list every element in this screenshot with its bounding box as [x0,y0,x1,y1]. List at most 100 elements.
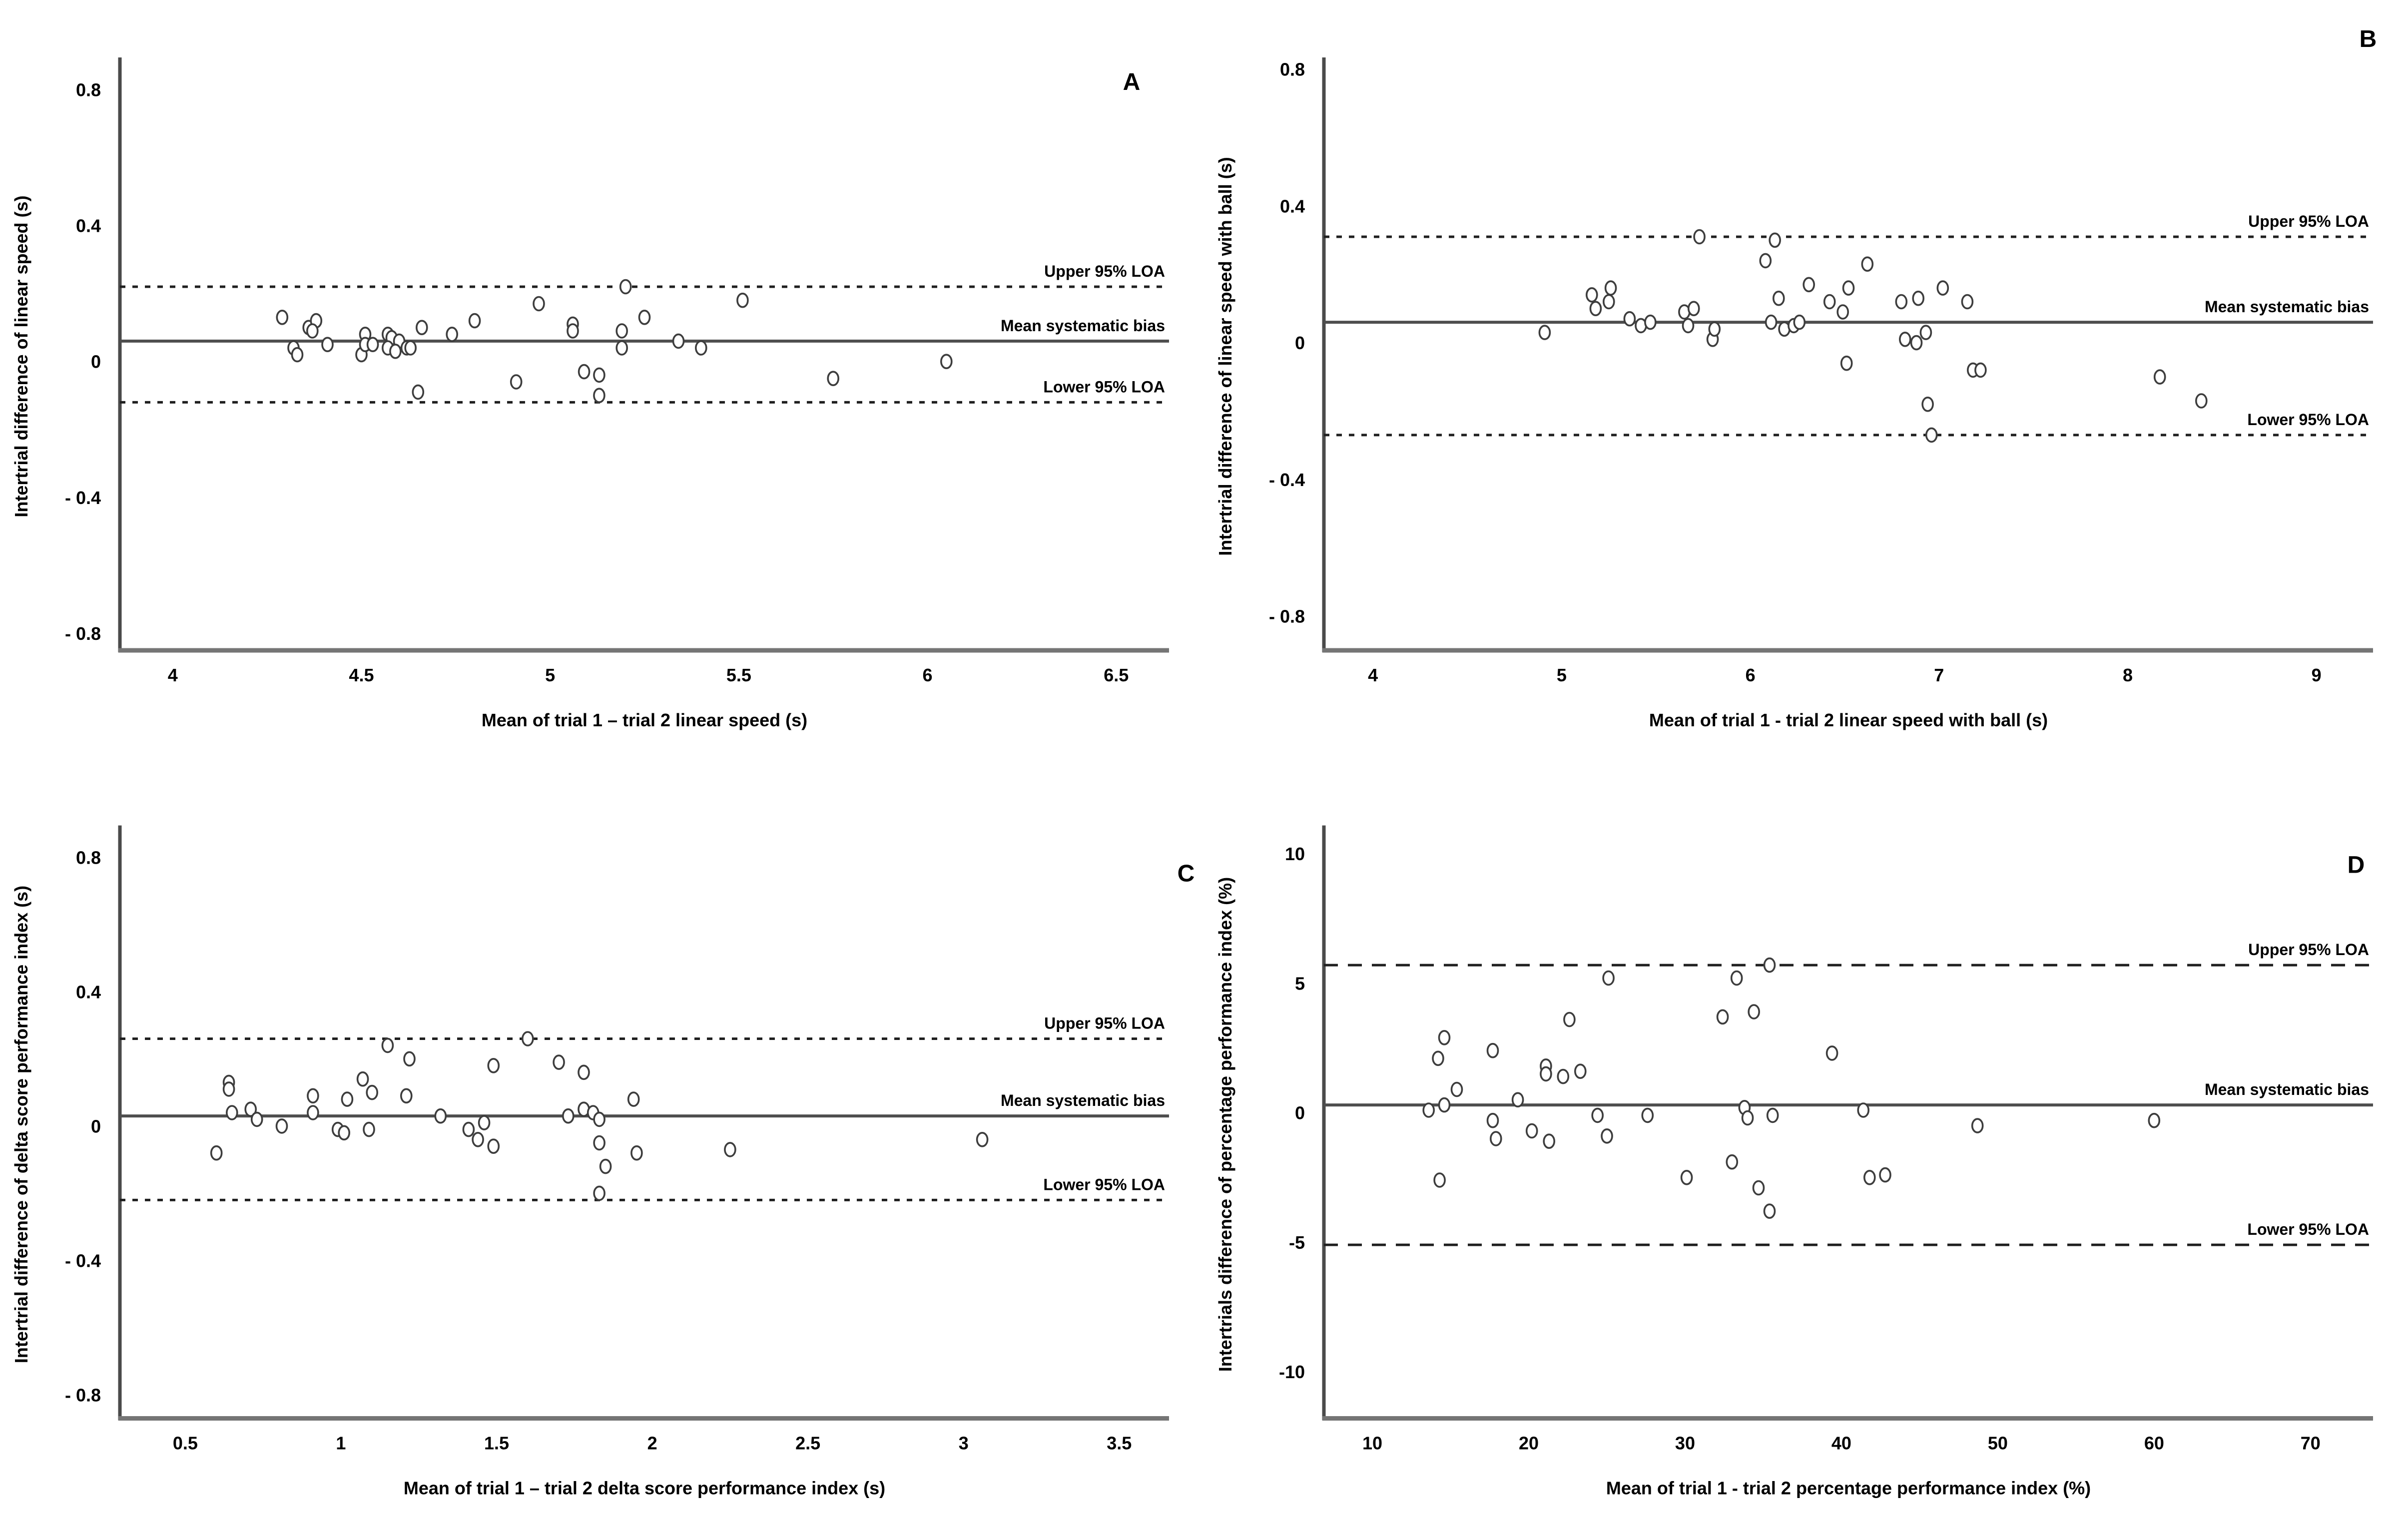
mean-bias-label: Mean systematic bias [1001,1091,1165,1109]
x-tick-label: 40 [1831,1433,1851,1454]
data-point [1974,362,1987,378]
data-point [363,1121,375,1137]
data-point [1602,970,1615,986]
y-tick-label: - 0.8 [65,1385,101,1405]
data-point [593,388,605,404]
x-tick-label: 70 [2301,1433,2321,1454]
x-axis-title: Mean of trial 1 – trial 2 linear speed (… [482,710,807,730]
x-tick-label: 6 [923,665,933,685]
x-tick-label: 60 [2144,1433,2164,1454]
y-tick-label: 0.8 [76,79,101,100]
data-point [593,1185,605,1201]
panel-b: Upper 95% LOA Mean systematic bias Lower 9… [1204,0,2408,768]
panel-letter: D [2348,852,2365,879]
panel-d-chart: Upper 95% LOA Mean systematic bias Lower 9… [1204,768,2408,1536]
data-point [1823,294,1836,310]
data-point [578,364,591,380]
data-point [1895,294,1908,310]
data-point [307,1105,319,1120]
data-point [593,367,605,383]
data-point [1840,355,1853,371]
x-tick-label: 9 [2312,665,2322,685]
data-point [1836,304,1849,320]
data-point [403,1051,416,1067]
x-axis-title: Mean of trial 1 - trial 2 percentage per… [1606,1478,2091,1499]
data-point [446,326,459,342]
data-point [225,1105,238,1120]
data-point [250,1111,263,1127]
lower-loa-label: Lower 95% LOA [2247,1220,2369,1238]
data-point [472,1131,484,1147]
data-point [724,1142,736,1157]
data-point [1741,1110,1754,1126]
x-tick-label: 4 [168,665,178,685]
panel-background [1204,0,2408,768]
panel-letter: B [2360,26,2377,52]
data-point [1486,1042,1499,1058]
data-point [1863,1169,1876,1185]
data-point [1708,321,1721,337]
data-point [291,347,304,363]
panel-letter: A [1123,69,1141,95]
x-tick-label: 3.5 [1107,1433,1132,1454]
data-point [615,323,628,339]
x-tick-label: 6 [1746,665,1756,685]
lower-loa-label: Lower 95% LOA [2247,411,2369,429]
y-tick-label: - 0.4 [65,1250,101,1271]
x-tick-label: 1.5 [484,1433,509,1454]
x-tick-label: 0.5 [173,1433,198,1454]
x-tick-label: 10 [1362,1433,1382,1454]
mean-bias-label: Mean systematic bias [2205,1080,2369,1098]
data-point [1540,1066,1552,1082]
data-point [533,296,545,312]
lower-loa-label: Lower 95% LOA [1043,1175,1165,1193]
y-tick-label: 0 [1295,1103,1305,1123]
x-tick-label: 8 [2123,665,2133,685]
data-point [1793,314,1806,330]
data-point [1752,1180,1765,1196]
lower-loa-label: Lower 95% LOA [1043,378,1165,396]
data-point [1641,1107,1654,1123]
data-point [510,374,523,390]
y-axis-title: Intertrials difference of percentage per… [1215,877,1235,1372]
upper-loa-label: Upper 95% LOA [1044,1014,1165,1032]
data-point [1489,1131,1502,1146]
panel-c: Upper 95% LOA Mean systematic bias Lower 9… [0,768,1204,1536]
y-tick-label: 0.8 [76,847,101,868]
data-point [356,1071,369,1087]
data-point [1748,1004,1760,1020]
panel-a-chart: Upper 95% LOA Mean systematic bias Lower 9… [0,0,1204,768]
y-tick-label: -10 [1279,1362,1305,1382]
panel-d: Upper 95% LOA Mean systematic bias Lower 9… [1204,768,2408,1536]
data-point [1763,957,1776,973]
data-point [1910,335,1923,351]
y-tick-label: - 0.8 [1269,606,1305,627]
data-point [276,309,289,325]
data-point [1525,1123,1538,1139]
data-point [1432,1050,1444,1066]
data-point [1543,1133,1556,1149]
data-point [599,1158,612,1174]
data-point [1842,280,1855,296]
data-point [2148,1112,2161,1128]
upper-loa-label: Upper 95% LOA [2248,941,2369,959]
data-point [1682,318,1695,334]
data-point [736,292,749,308]
data-point [553,1054,565,1070]
data-point [578,1064,590,1080]
data-point [1971,1118,1984,1133]
y-tick-label: 0.8 [1280,59,1305,80]
y-axis-title: Intertrial difference of linear speed wi… [1215,157,1235,555]
data-point [1766,1107,1779,1123]
data-point [1574,1063,1587,1079]
data-point [619,279,632,295]
y-tick-label: 0 [1295,333,1305,353]
data-point [562,1108,575,1124]
panel-b-chart: Upper 95% LOA Mean systematic bias Lower 9… [1204,0,2408,768]
data-point [1716,1009,1729,1025]
data-point [567,323,579,339]
data-point [976,1131,989,1147]
data-point [275,1118,288,1134]
x-tick-label: 5 [545,665,555,685]
